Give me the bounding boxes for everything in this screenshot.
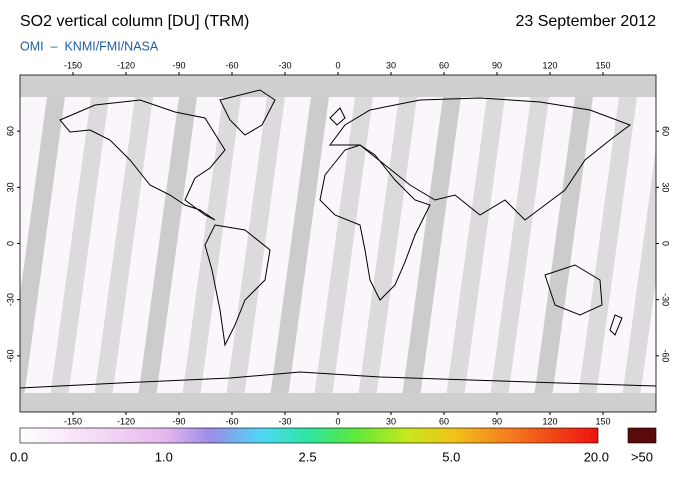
lat-tick-label-left: -30 bbox=[5, 293, 15, 306]
lon-tick-label-top: 0 bbox=[335, 60, 340, 70]
lon-tick-label-top: -120 bbox=[117, 60, 135, 70]
swath bbox=[268, 75, 332, 412]
coastlines bbox=[20, 89, 656, 389]
lon-tick-label-top: -150 bbox=[64, 60, 82, 70]
lat-tick-label-right: -30 bbox=[661, 293, 671, 306]
colorbar-label: 5.0 bbox=[442, 449, 460, 464]
swath bbox=[20, 75, 68, 412]
lon-tick-label-top: 120 bbox=[542, 60, 557, 70]
lon-tick-label-top: 60 bbox=[439, 60, 449, 70]
title: SO2 vertical column [DU] (TRM) bbox=[20, 13, 249, 30]
lon-tick-label-bottom: 150 bbox=[595, 416, 610, 426]
lon-tick-label-bottom: -90 bbox=[172, 416, 185, 426]
swath bbox=[180, 75, 244, 412]
colorbar-label: 0.0 bbox=[10, 449, 28, 464]
swath bbox=[48, 75, 112, 412]
colorbar-label: 1.0 bbox=[155, 449, 173, 464]
lon-tick-label-bottom: -120 bbox=[117, 416, 135, 426]
lon-tick-label-top: -90 bbox=[172, 60, 185, 70]
lon-tick-label-bottom: 30 bbox=[386, 416, 396, 426]
map-ticks: -150 -150 -120 -120 -90 -90 -60 -60 -30 -30 0 0 30 30… bbox=[5, 60, 670, 426]
lat-tick-label-right: 60 bbox=[661, 126, 671, 136]
lat-tick-label-left: -60 bbox=[5, 349, 15, 362]
swath bbox=[620, 148, 656, 412]
lon-tick-label-bottom: 90 bbox=[492, 416, 502, 426]
lon-tick-label-top: -30 bbox=[278, 60, 291, 70]
lon-tick-label-bottom: 0 bbox=[335, 416, 340, 426]
swath bbox=[92, 75, 156, 412]
swath bbox=[576, 75, 640, 412]
lon-tick-label-top: -60 bbox=[225, 60, 238, 70]
lon-tick-label-bottom: 120 bbox=[542, 416, 557, 426]
map bbox=[20, 75, 656, 412]
lon-tick-label-bottom: 60 bbox=[439, 416, 449, 426]
polar-night-north bbox=[20, 75, 656, 97]
swath bbox=[444, 75, 508, 412]
swath bbox=[356, 75, 420, 412]
colorbar-label: 20.0 bbox=[584, 449, 609, 464]
lat-tick-label-left: 0 bbox=[5, 241, 15, 246]
swath bbox=[224, 75, 288, 412]
lon-tick-label-bottom: -30 bbox=[278, 416, 291, 426]
date: 23 September 2012 bbox=[515, 13, 656, 30]
swath bbox=[136, 75, 200, 412]
colorbar-overflow-label: >50 bbox=[631, 449, 653, 464]
polar-night-south bbox=[20, 393, 656, 412]
lon-tick-label-top: 150 bbox=[595, 60, 610, 70]
lat-tick-label-right: 30 bbox=[661, 182, 671, 192]
lon-tick-label-top: 90 bbox=[492, 60, 502, 70]
swath bbox=[400, 75, 464, 412]
lat-tick-label-right: -60 bbox=[661, 349, 671, 362]
colorbar-label: 2.5 bbox=[299, 449, 317, 464]
source: OMI – KNMI/FMI/NASA bbox=[20, 39, 159, 53]
lat-tick-label-left: 30 bbox=[5, 182, 15, 192]
lon-tick-label-bottom: -60 bbox=[225, 416, 238, 426]
swath bbox=[488, 75, 552, 412]
lat-tick-label-right: 0 bbox=[661, 241, 671, 246]
orbit-swaths bbox=[20, 75, 656, 412]
colorbar-overflow bbox=[627, 427, 657, 444]
lon-tick-label-top: 30 bbox=[386, 60, 396, 70]
colorbar-labels: 0.0 1.0 2.5 5.0 20.0 bbox=[10, 449, 609, 464]
lon-tick-label-bottom: -150 bbox=[64, 416, 82, 426]
lat-tick-label-left: 60 bbox=[5, 126, 15, 136]
swath bbox=[312, 75, 376, 412]
swath bbox=[532, 75, 596, 412]
colorbar bbox=[19, 427, 599, 444]
